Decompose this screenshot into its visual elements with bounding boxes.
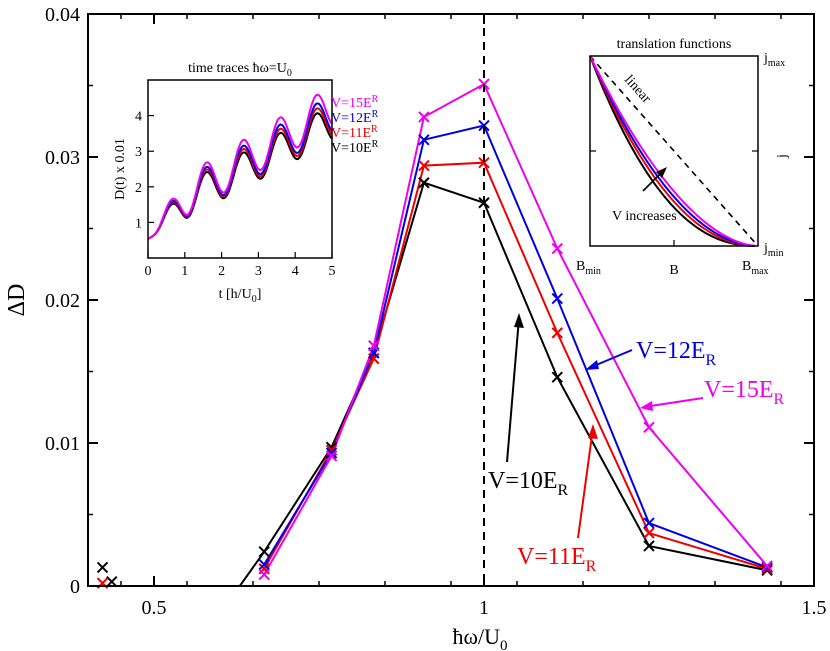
data-point-1-6 <box>643 527 655 539</box>
linear-reference-line <box>589 55 759 247</box>
x-tick-label: 1 <box>479 597 489 619</box>
inset-time-x-tick-label: 5 <box>329 264 336 279</box>
annotation-v10: V=10ER <box>488 313 569 499</box>
data-point-2-6 <box>643 517 655 529</box>
data-point-0-1 <box>258 545 270 558</box>
inset-time-traces: 0 1 2 3 4 5 1 2 3 4 time traces ħω=U0 t [h/U0] D(… <box>113 61 379 305</box>
y-tick-label: 0.04 <box>45 4 80 26</box>
series-line-3 <box>263 82 768 576</box>
j-min-label: jmin <box>763 241 783 259</box>
inset-time-x-tick-label: 1 <box>181 264 188 279</box>
x-tick-label: 0.5 <box>142 597 167 619</box>
annotation-arrow <box>577 427 594 539</box>
inset-time-series-lines <box>147 93 333 240</box>
arrowhead <box>640 401 653 411</box>
data-point-3-6 <box>643 421 655 433</box>
v-increases-label: V increases <box>612 209 677 224</box>
y-tick-label: 0.03 <box>45 147 80 169</box>
data-point-2-1 <box>325 447 338 459</box>
translation-curve-3 <box>589 55 755 247</box>
inset-time-y-tick-label: 2 <box>135 181 142 196</box>
arrowhead <box>588 424 598 439</box>
j-max-label: jmax <box>763 51 785 69</box>
data-point-2-3 <box>418 134 430 146</box>
data-point-3-5 <box>551 242 563 255</box>
inset-translation-functions: translation functions linear V increases… <box>576 37 790 278</box>
annotation-arrow <box>643 397 704 408</box>
annotation-v11: V=11ER <box>517 424 598 575</box>
annotation-v12: V=12ER <box>585 338 717 370</box>
inset-time-ticks: 0 1 2 3 4 5 1 2 3 4 <box>135 110 336 279</box>
arrowhead <box>585 360 599 370</box>
data-point-0-7 <box>643 540 655 552</box>
translation-curve-1 <box>589 55 755 247</box>
data-point-0-6 <box>551 371 563 383</box>
data-point-1-5 <box>551 327 563 339</box>
main-series-lines <box>238 82 768 587</box>
time-trace-3 <box>147 93 333 240</box>
translation-curves <box>589 55 755 247</box>
low-freq-point-0-0 <box>96 561 109 574</box>
inset-time-frame <box>147 79 333 259</box>
inset-legend-entry: V=15ER <box>331 94 379 111</box>
inset-time-title: time traces ħω=U0 <box>188 61 292 79</box>
inset-time-y-tick-label: 1 <box>135 216 142 231</box>
inset-time-x-tick-label: 4 <box>292 264 299 279</box>
translation-curve-0 <box>589 55 755 247</box>
arrowhead <box>514 313 524 328</box>
data-point-3-7 <box>761 560 773 572</box>
main-axis-ticks: 0.5 1 1.5 0 0.01 0.02 0.03 0.04 <box>45 4 827 619</box>
j-axis-label: j <box>775 154 790 159</box>
inset-time-y-tick-label: 4 <box>135 110 142 125</box>
inset-time-background <box>148 80 332 258</box>
inset-legend-entry: V=11ER <box>331 124 378 141</box>
data-point-2-4 <box>478 119 490 132</box>
data-point-3-0 <box>258 568 270 581</box>
annotation-label: V=11ER <box>517 544 597 575</box>
inset-legend-entry: V=12ER <box>331 109 379 126</box>
data-point-1-3 <box>418 159 430 172</box>
data-point-0-4 <box>418 177 430 189</box>
data-point-0-8 <box>761 564 773 576</box>
inset-time-y-tick-label: 3 <box>135 145 142 160</box>
main-x-axis-label: ħω/U0 <box>453 624 508 651</box>
inset-legend-entry: V=10ER <box>331 139 379 156</box>
y-tick-label: 0.01 <box>45 433 80 455</box>
x-tick-label: 1.5 <box>802 597 827 619</box>
main-series-markers <box>96 78 773 589</box>
annotation-label: V=10ER <box>488 468 569 499</box>
annotation-v15: V=15ER <box>640 377 785 411</box>
b-max-label: Bmax <box>742 259 769 277</box>
data-point-3-1 <box>325 450 338 462</box>
annotation-label: V=12ER <box>636 338 717 369</box>
y-tick-label: 0.02 <box>45 290 80 312</box>
data-point-1-4 <box>478 157 490 169</box>
inset-trans-title: translation functions <box>617 37 732 52</box>
arrowhead <box>656 167 667 178</box>
annotation-arrow <box>506 317 520 463</box>
data-point-1-7 <box>761 563 773 575</box>
data-point-2-7 <box>761 561 773 574</box>
annotation-label: V=15ER <box>704 377 785 408</box>
inset-time-x-tick-label: 0 <box>145 264 152 279</box>
data-point-3-2 <box>368 340 380 352</box>
b-min-label: Bmin <box>576 259 601 277</box>
inset-time-y-label: D(t) x 0.01 <box>113 138 128 200</box>
main-y-axis-label: ΔD <box>4 284 30 317</box>
y-tick-label: 0 <box>70 576 80 598</box>
data-point-3-3 <box>418 111 430 123</box>
b-axis-label: B <box>669 263 678 278</box>
inset-time-x-tick-label: 3 <box>255 264 262 279</box>
data-point-2-5 <box>551 292 563 305</box>
inset-time-x-label: t [h/U0] <box>219 287 262 305</box>
translation-curve-2 <box>589 55 755 247</box>
data-point-2-0 <box>258 558 270 571</box>
inset-time-x-tick-label: 2 <box>218 264 225 279</box>
